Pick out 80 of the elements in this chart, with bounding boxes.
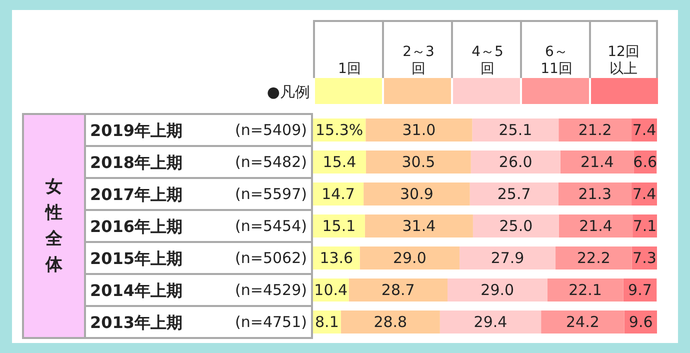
bar bbox=[541, 310, 624, 334]
data-label: 25.7 bbox=[497, 184, 531, 203]
data-label: 29.0 bbox=[392, 248, 426, 267]
bar bbox=[348, 278, 448, 302]
bar bbox=[470, 150, 560, 174]
bar bbox=[558, 214, 633, 238]
data-label: 21.4 bbox=[580, 152, 614, 171]
bar bbox=[470, 182, 558, 206]
data-label: 8.1 bbox=[315, 312, 339, 331]
data-label: 9.7 bbox=[628, 280, 652, 299]
bar bbox=[556, 246, 632, 270]
text: (n=5454) bbox=[235, 216, 307, 237]
y-tick-label: 2016年上期 bbox=[90, 216, 183, 238]
data-label: 24.2 bbox=[566, 312, 600, 331]
text: 4～5回 bbox=[470, 44, 504, 78]
y-tick-label: 2015年上期 bbox=[90, 248, 183, 270]
y-tick-label: 2013年上期 bbox=[90, 312, 183, 334]
data-label: 31.4 bbox=[402, 216, 436, 235]
data-label: 29.4 bbox=[474, 312, 508, 331]
data-label: 27.9 bbox=[490, 248, 524, 267]
data-label: 7.1 bbox=[632, 216, 657, 235]
data-label: 28.7 bbox=[381, 280, 415, 299]
bar bbox=[313, 214, 365, 238]
legend-title: ●凡例 bbox=[266, 82, 310, 103]
data-label: 31.0 bbox=[402, 120, 436, 139]
data-label: 13.6 bbox=[320, 248, 354, 267]
bar bbox=[558, 182, 632, 206]
data-label: 25.0 bbox=[499, 216, 533, 235]
text: (n=5482) bbox=[235, 152, 307, 173]
text: (n=4751) bbox=[235, 312, 307, 333]
data-label: 10.4 bbox=[314, 280, 348, 299]
data-label: 15.1 bbox=[322, 216, 356, 235]
bar bbox=[366, 150, 471, 174]
y-axis-title: 女性全体 bbox=[46, 176, 62, 277]
bar bbox=[547, 278, 624, 302]
data-label: 6.6 bbox=[633, 152, 657, 171]
data-label: 21.3 bbox=[578, 184, 612, 203]
data-label: 30.5 bbox=[402, 152, 436, 171]
bar bbox=[448, 278, 548, 302]
data-label: 21.4 bbox=[579, 216, 612, 235]
text: 6～11回 bbox=[540, 44, 574, 78]
data-label: 9.6 bbox=[628, 312, 653, 331]
data-label: 7.4 bbox=[632, 120, 656, 139]
text: 1回 bbox=[338, 61, 361, 78]
text: 12回以上 bbox=[606, 44, 640, 78]
y-tick-label: 2014年上期 bbox=[90, 280, 183, 302]
data-label: 15.3% bbox=[315, 120, 364, 139]
data-label: 22.2 bbox=[577, 248, 610, 267]
bar bbox=[560, 150, 634, 174]
y-tick-label: 2019年上期 bbox=[90, 120, 183, 142]
text: (n=5062) bbox=[235, 248, 307, 269]
bar bbox=[364, 182, 470, 206]
data-label: 26.0 bbox=[498, 152, 532, 171]
data-label: 15.4 bbox=[322, 152, 356, 171]
data-label: 25.1 bbox=[498, 120, 532, 139]
bar bbox=[313, 182, 364, 206]
y-tick-label: 2018年上期 bbox=[90, 152, 183, 174]
data-label: 14.7 bbox=[322, 184, 355, 203]
data-label: 28.8 bbox=[374, 312, 408, 331]
text: (n=5409) bbox=[235, 120, 307, 141]
bar bbox=[340, 310, 440, 334]
bar bbox=[440, 310, 542, 334]
data-label: 7.3 bbox=[632, 248, 656, 267]
bar bbox=[364, 214, 473, 238]
bar bbox=[460, 246, 556, 270]
bar bbox=[313, 150, 366, 174]
text: 2～3回 bbox=[402, 44, 436, 78]
text: (n=4529) bbox=[235, 280, 307, 301]
data-label: 22.1 bbox=[568, 280, 602, 299]
bar bbox=[366, 118, 472, 142]
data-label: 30.9 bbox=[400, 184, 434, 203]
bar bbox=[558, 118, 632, 142]
data-label: 7.4 bbox=[632, 184, 656, 203]
bar bbox=[472, 214, 559, 238]
data-label: 21.2 bbox=[578, 120, 612, 139]
bar bbox=[472, 118, 559, 142]
text: (n=5597) bbox=[235, 184, 307, 205]
data-label: 29.0 bbox=[480, 280, 514, 299]
y-tick-label: 2017年上期 bbox=[90, 184, 183, 206]
bar bbox=[360, 246, 460, 270]
